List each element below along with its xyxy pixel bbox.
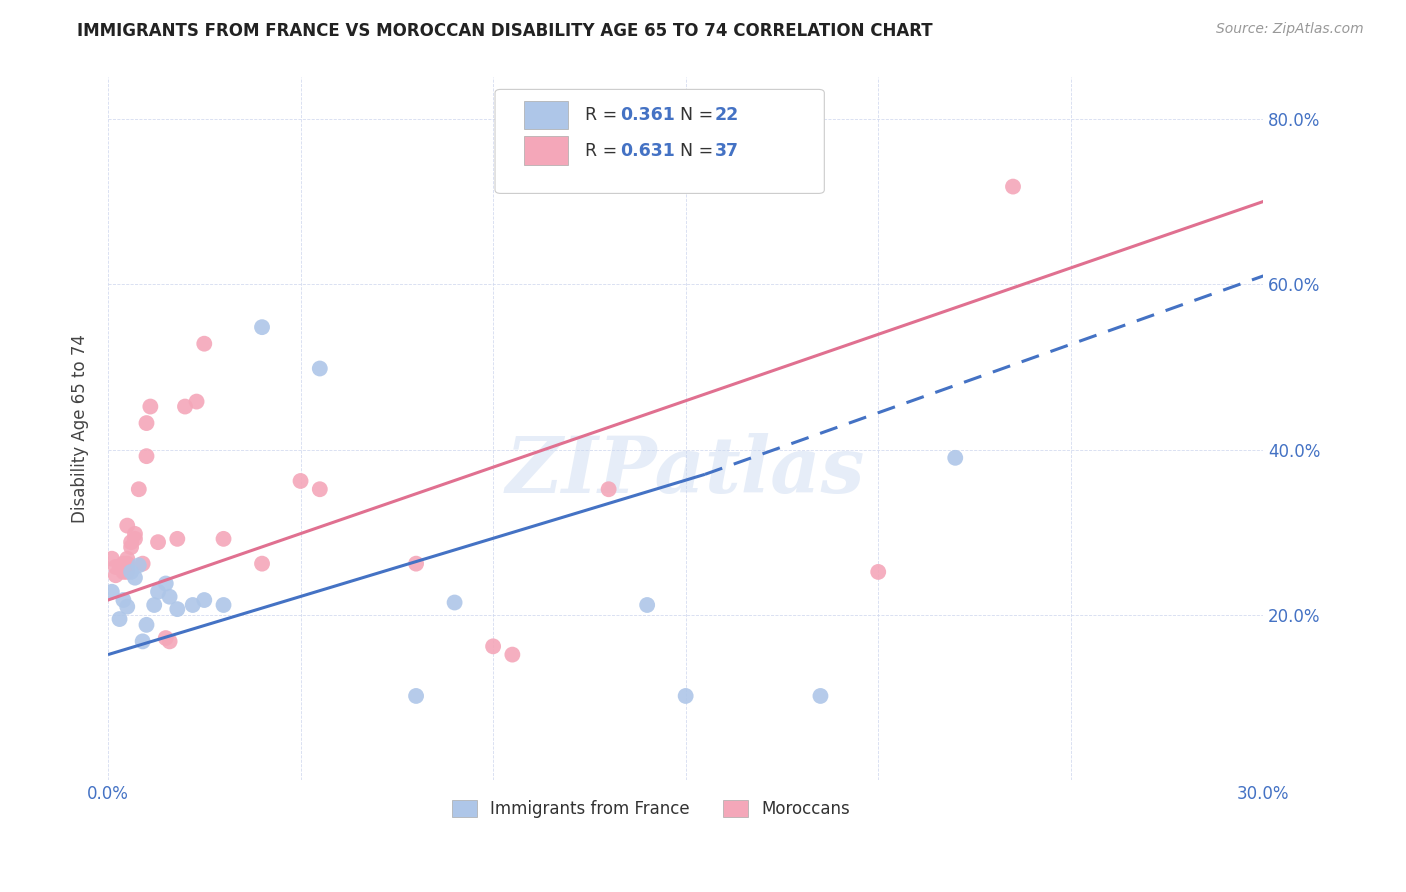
Point: [112, 565, 135, 579]
Point: [120, 565, 142, 579]
Text: 0.631: 0.631: [620, 142, 675, 160]
FancyBboxPatch shape: [495, 89, 824, 194]
Point: [104, 568, 127, 582]
Point: [120, 540, 142, 554]
Text: 22: 22: [714, 106, 738, 124]
Point: [120, 535, 142, 549]
Point: [135, 416, 157, 430]
Text: Source: ZipAtlas.com: Source: ZipAtlas.com: [1216, 22, 1364, 37]
Text: R =: R =: [585, 106, 623, 124]
Point: [598, 482, 620, 496]
Point: [308, 361, 330, 376]
Point: [101, 584, 124, 599]
Point: [250, 320, 273, 334]
Point: [112, 557, 135, 571]
Point: [501, 648, 523, 662]
Point: [868, 565, 890, 579]
Point: [143, 598, 166, 612]
Point: [193, 593, 215, 607]
Text: 37: 37: [714, 142, 738, 160]
Point: [124, 571, 146, 585]
Point: [108, 612, 131, 626]
Point: [405, 689, 427, 703]
Point: [166, 602, 188, 616]
Point: [131, 634, 153, 648]
Text: ZIPatlas: ZIPatlas: [506, 433, 865, 509]
Point: [117, 557, 139, 571]
Point: [128, 482, 150, 496]
Point: [112, 593, 135, 607]
Point: [159, 590, 181, 604]
Point: [131, 557, 153, 571]
Point: [174, 400, 197, 414]
Point: [128, 558, 150, 573]
Text: IMMIGRANTS FROM FRANCE VS MOROCCAN DISABILITY AGE 65 TO 74 CORRELATION CHART: IMMIGRANTS FROM FRANCE VS MOROCCAN DISAB…: [77, 22, 934, 40]
Point: [482, 640, 505, 654]
Point: [193, 336, 215, 351]
Point: [943, 450, 966, 465]
Point: [155, 576, 177, 591]
Legend: Immigrants from France, Moroccans: Immigrants from France, Moroccans: [446, 793, 856, 825]
Y-axis label: Disability Age 65 to 74: Disability Age 65 to 74: [72, 334, 89, 524]
Point: [117, 599, 139, 614]
Point: [405, 557, 427, 571]
Text: N =: N =: [681, 106, 718, 124]
Point: [810, 689, 832, 703]
FancyBboxPatch shape: [524, 136, 568, 165]
Point: [675, 689, 697, 703]
Point: [101, 551, 124, 566]
Point: [146, 535, 169, 549]
Point: [108, 560, 131, 574]
Point: [443, 595, 465, 609]
Point: [636, 598, 658, 612]
Text: N =: N =: [681, 142, 718, 160]
Point: [308, 482, 330, 496]
Point: [135, 617, 157, 632]
Point: [166, 532, 188, 546]
Point: [250, 557, 273, 571]
Point: [155, 631, 177, 645]
Point: [212, 598, 235, 612]
Point: [104, 560, 127, 574]
Text: R =: R =: [585, 142, 623, 160]
Point: [1001, 179, 1024, 194]
Text: 0.361: 0.361: [620, 106, 675, 124]
Point: [159, 634, 181, 648]
Point: [117, 518, 139, 533]
Point: [124, 532, 146, 546]
Point: [117, 565, 139, 579]
Point: [135, 449, 157, 463]
FancyBboxPatch shape: [524, 102, 568, 129]
Point: [117, 551, 139, 566]
Point: [124, 527, 146, 541]
Point: [186, 394, 208, 409]
Point: [181, 598, 204, 612]
Point: [146, 584, 169, 599]
Point: [139, 400, 162, 414]
Point: [117, 560, 139, 574]
Point: [212, 532, 235, 546]
Point: [290, 474, 312, 488]
